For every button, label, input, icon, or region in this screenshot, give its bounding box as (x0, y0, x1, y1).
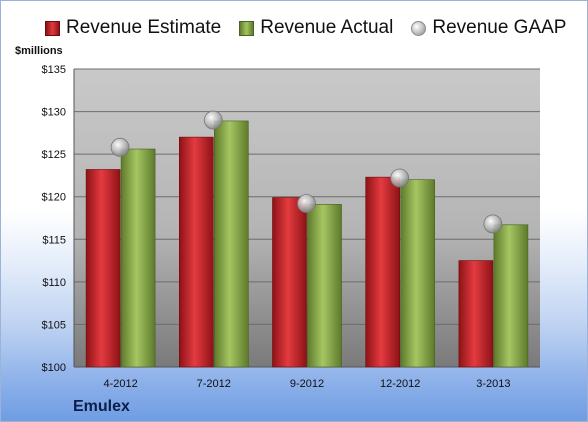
x-tick-label: 9-2012 (290, 378, 324, 390)
y-axis-title: $millions (15, 45, 63, 57)
bar-revenue-actual (400, 179, 436, 368)
legend: Revenue Estimate Revenue Actual Revenue … (45, 15, 584, 41)
x-tick-label: 4-2012 (103, 378, 137, 390)
x-tick-label: 12-2012 (380, 378, 420, 390)
y-tick-label: $105 (42, 319, 66, 331)
legend-label-gaap: Revenue GAAP (432, 17, 567, 38)
bar-revenue-estimate (365, 176, 401, 368)
marker-revenue-gaap (390, 168, 410, 188)
y-tick-label: $100 (42, 362, 66, 374)
marker-revenue-gaap (110, 137, 130, 157)
bar-revenue-estimate (179, 136, 214, 368)
y-tick-label: $110 (42, 277, 66, 289)
bar-revenue-actual (493, 224, 529, 368)
y-tick-label: $125 (42, 149, 66, 161)
y-tick-label: $120 (42, 192, 66, 204)
bar-revenue-actual (120, 148, 156, 368)
legend-item-gaap: Revenue GAAP (411, 17, 566, 39)
bar-revenue-estimate (85, 169, 121, 368)
x-tick-label: 7-2012 (197, 378, 231, 390)
bar-revenue-estimate (272, 197, 307, 368)
plot-area: $100 $105 $110 $115 $120 $125 $130 $135 4-2012 7-… (42, 64, 540, 390)
y-tick-label: $130 (42, 107, 66, 119)
marker-revenue-gaap (297, 194, 316, 213)
company-name: Emulex (73, 398, 130, 415)
bar-revenue-estimate (458, 260, 494, 368)
legend-swatch-estimate (45, 20, 60, 36)
marker-revenue-gaap (483, 214, 503, 234)
y-tick-label: $135 (42, 64, 66, 76)
legend-swatch-actual (239, 20, 255, 36)
y-tick-label: $115 (42, 234, 66, 246)
bar-revenue-actual (307, 204, 342, 368)
legend-swatch-gaap (411, 20, 427, 36)
bar-revenue-actual (214, 120, 249, 368)
legend-item-estimate: Revenue Estimate (45, 17, 221, 39)
marker-revenue-gaap (203, 110, 223, 130)
legend-item-actual: Revenue Actual (239, 17, 393, 39)
x-tick-label: 3-2013 (476, 378, 510, 390)
legend-label-actual: Revenue Actual (260, 17, 394, 38)
legend-label-estimate: Revenue Estimate (66, 17, 222, 38)
